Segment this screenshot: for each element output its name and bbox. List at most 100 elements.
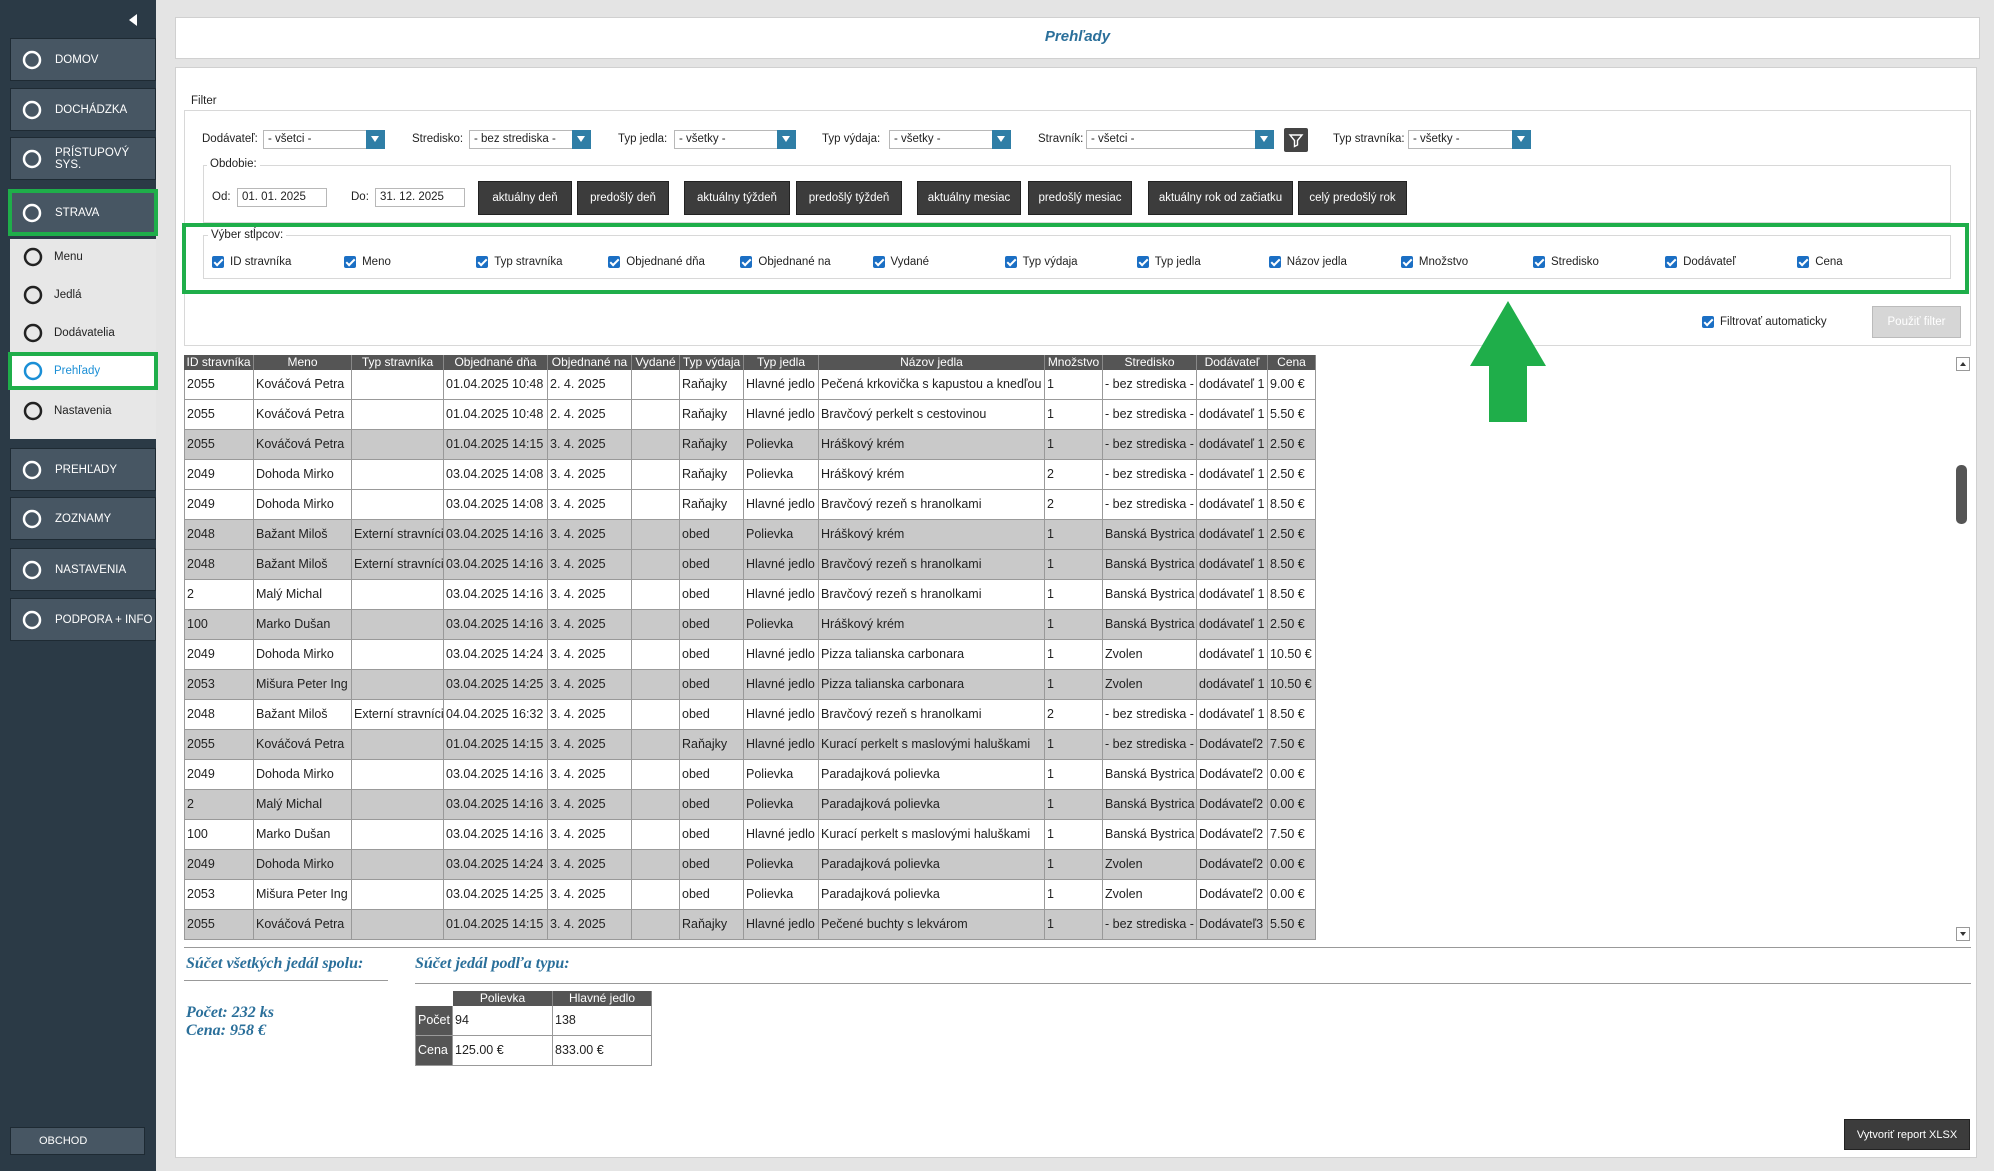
table-cell: 1: [1045, 820, 1103, 850]
table-cell: 2049: [184, 850, 254, 880]
table-cell: 2055: [184, 430, 254, 460]
select-arrow[interactable]: [1512, 130, 1531, 149]
select-arrow[interactable]: [777, 130, 796, 149]
scroll-thumb[interactable]: [1956, 465, 1967, 524]
select-box[interactable]: - všetky -: [674, 130, 796, 149]
submenu-item[interactable]: Nastavenia: [10, 394, 156, 428]
table-cell: 0.00 €: [1268, 760, 1316, 790]
export-button[interactable]: Vytvoriť report XLSX: [1844, 1119, 1970, 1150]
table-cell: [632, 880, 680, 910]
table-cell: 3. 4. 2025: [548, 730, 632, 760]
filter-icon-button[interactable]: [1284, 128, 1308, 152]
select-arrow[interactable]: [572, 130, 591, 149]
period-button[interactable]: predošlý mesiac: [1028, 181, 1132, 215]
period-button[interactable]: predošlý deň: [577, 181, 669, 215]
column-checkbox[interactable]: [1400, 256, 1413, 268]
select-box[interactable]: - všetci -: [263, 130, 385, 149]
select-arrow[interactable]: [366, 130, 385, 149]
select-box[interactable]: - všetky -: [889, 130, 1011, 149]
nav-item[interactable]: NASTAVENIA: [10, 548, 156, 591]
column-checkbox[interactable]: [1797, 256, 1810, 268]
table-cell: 2055: [184, 370, 254, 400]
nav-item[interactable]: DOCHÁDZKA: [10, 88, 156, 131]
column-checkbox[interactable]: [872, 256, 885, 268]
column-checkbox-label: Názov jedla: [1286, 256, 1347, 268]
nav-item[interactable]: STRAVA: [8, 189, 158, 236]
table-cell: obed: [680, 640, 744, 670]
column-checkbox[interactable]: [344, 256, 357, 268]
table-cell: Marko Dušan: [254, 820, 352, 850]
submenu-item[interactable]: Prehľady: [8, 352, 158, 390]
table-cell: Raňajky: [680, 430, 744, 460]
column-checkbox[interactable]: [1268, 256, 1281, 268]
collapse-arrow[interactable]: [128, 13, 138, 27]
table-cell: [352, 640, 444, 670]
period-button[interactable]: celý predošlý rok: [1298, 181, 1407, 215]
column-checkbox[interactable]: [212, 256, 224, 268]
column-checkbox[interactable]: [608, 256, 621, 268]
table-cell: 7.50 €: [1268, 730, 1316, 760]
icon: [23, 323, 43, 343]
column-checkbox[interactable]: [1665, 256, 1678, 268]
table-cell: [632, 430, 680, 460]
table-cell: Mišura Peter Ing: [254, 880, 352, 910]
submenu-item[interactable]: Jedlá: [10, 278, 156, 312]
column-header: Dodávateľ: [1197, 355, 1268, 370]
summary-header: Hlavné jedlo: [553, 991, 652, 1006]
scroll-up[interactable]: [1956, 357, 1970, 371]
period-button[interactable]: aktuálny týždeň: [684, 181, 790, 215]
table-cell: Bravčový rezeň s hranolkami: [819, 490, 1045, 520]
column-checkbox[interactable]: [740, 256, 753, 268]
from-date[interactable]: 01. 01. 2025: [237, 188, 327, 207]
auto-filter-checkbox[interactable]: [1702, 316, 1714, 328]
table-cell: Bravčový perkelt s cestovinou: [819, 400, 1045, 430]
table-cell: 1: [1045, 880, 1103, 910]
nav-item[interactable]: PODPORA + INFO: [10, 598, 156, 641]
column-checkbox[interactable]: [1533, 256, 1545, 268]
nav-item[interactable]: PREHĽADY: [10, 448, 156, 491]
table-cell: 2. 4. 2025: [548, 370, 632, 400]
table-cell: Bravčový rezeň s hranolkami: [819, 700, 1045, 730]
column-checkbox[interactable]: [476, 256, 489, 268]
period-button[interactable]: predošlý týždeň: [796, 181, 902, 215]
submenu-item[interactable]: Menu: [10, 240, 156, 274]
sidebar: DOMOV DOCHÁDZKA PRÍSTUPOVÝ SYS. STRAVA Menu J…: [0, 0, 158, 1171]
table-cell: Hlavné jedlo: [744, 700, 819, 730]
period-button[interactable]: aktuálny rok od začiatku: [1148, 181, 1293, 215]
table-cell: 03.04.2025 14:25: [444, 670, 548, 700]
select-box[interactable]: - všetci -: [1086, 130, 1274, 149]
column-checkbox[interactable]: [1004, 256, 1017, 268]
submenu-item[interactable]: Dodávatelia: [10, 316, 156, 350]
select-box[interactable]: - bez strediska -: [469, 130, 591, 149]
scroll-down[interactable]: [1956, 927, 1970, 941]
column-checkbox-label: Typ výdaja: [1022, 256, 1078, 268]
nav-item[interactable]: PRÍSTUPOVÝ SYS.: [10, 137, 156, 180]
shop-button[interactable]: OBCHOD: [10, 1127, 145, 1155]
table-cell: 1: [1045, 910, 1103, 940]
icon: [22, 560, 42, 580]
table-cell: [352, 760, 444, 790]
table-cell: [352, 430, 444, 460]
table-cell: Pečená krkovička s kapustou a knedľou: [819, 370, 1045, 400]
table-cell: Polievka: [744, 430, 819, 460]
icon: [22, 509, 42, 529]
nav-item[interactable]: DOMOV: [10, 38, 156, 81]
column-checkbox[interactable]: [1136, 256, 1149, 268]
table-cell: dodávateľ 1: [1197, 610, 1268, 640]
period-button[interactable]: aktuálny mesiac: [917, 181, 1021, 215]
table-cell: 3. 4. 2025: [548, 850, 632, 880]
period-button[interactable]: aktuálny deň: [478, 181, 572, 215]
nav-item[interactable]: ZOZNAMY: [10, 497, 156, 540]
to-date[interactable]: 31. 12. 2025: [375, 188, 465, 207]
table-cell: Hráškový krém: [819, 460, 1045, 490]
table-cell: Raňajky: [680, 460, 744, 490]
table-cell: 1: [1045, 580, 1103, 610]
table-cell: 2055: [184, 730, 254, 760]
select-arrow[interactable]: [992, 130, 1011, 149]
table-cell: Banská Bystrica: [1103, 610, 1197, 640]
table-cell: 1: [1045, 640, 1103, 670]
select-arrow[interactable]: [1255, 130, 1274, 149]
table-cell: Kováčová Petra: [254, 430, 352, 460]
apply-filter-button[interactable]: Použiť filter: [1872, 306, 1961, 338]
column-checkbox-label: Typ jedla: [1154, 256, 1201, 268]
